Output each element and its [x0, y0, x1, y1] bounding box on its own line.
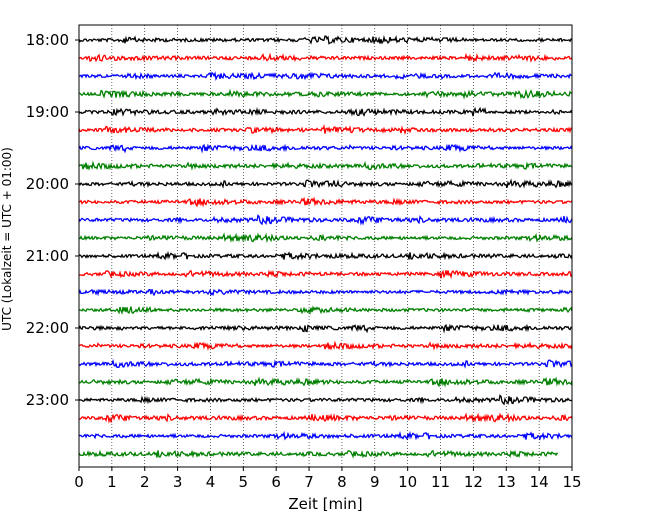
plot-frame [78, 24, 573, 468]
y-axis-title: UTC (Lokalzeit = UTC + 01:00) [0, 147, 14, 331]
trace-row-1830 [78, 71, 573, 81]
trace-row-1800 [78, 34, 573, 45]
x-tick-label: 5 [239, 473, 249, 491]
trace-row-1915 [78, 124, 573, 135]
trace-row-2115 [78, 269, 573, 280]
x-tick-label: 15 [562, 473, 581, 491]
y-axis-ticks: 18:00 19:00 20:00 21:00 22:00 23:00 [26, 31, 79, 409]
y-tick-label: 22:00 [26, 319, 69, 337]
x-tick-label: 12 [464, 473, 483, 491]
x-tick-label: 3 [173, 473, 183, 491]
trace-row-1845 [78, 88, 573, 100]
x-tick-label: 7 [304, 473, 314, 491]
x-tick-label: 14 [530, 473, 549, 491]
trace-row-2000 [78, 178, 573, 189]
trace-row-2215 [78, 340, 573, 351]
trace-row-1815 [78, 52, 573, 63]
x-tick-label: 4 [206, 473, 216, 491]
x-tick-label: 9 [370, 473, 380, 491]
x-tick-label: 10 [398, 473, 417, 491]
seismic-traces [78, 34, 573, 459]
trace-row-1945 [78, 160, 573, 171]
trace-row-2015 [78, 196, 573, 208]
trace-row-1900 [78, 106, 573, 117]
trace-row-2200 [78, 323, 573, 334]
y-tick-label: 20:00 [26, 175, 69, 193]
trace-row-2045 [78, 232, 573, 244]
trace-row-2230 [78, 358, 573, 369]
trace-row-2315 [78, 412, 573, 424]
trace-row-2330 [78, 430, 573, 441]
trace-row-2245 [78, 376, 573, 388]
x-tick-label: 8 [337, 473, 347, 491]
x-tick-label: 1 [107, 473, 117, 491]
y-tick-label: 18:00 [26, 31, 69, 49]
x-axis-ticks: 0 1 2 3 4 5 6 7 8 9 10 11 12 13 14 15 [74, 467, 582, 491]
trace-row-2030 [78, 214, 573, 226]
x-tick-label: 0 [74, 473, 84, 491]
trace-row-2345 [78, 449, 559, 459]
trace-row-1930 [78, 143, 573, 154]
x-tick-label: 11 [431, 473, 450, 491]
x-tick-label: 6 [271, 473, 281, 491]
trace-row-2130 [78, 288, 573, 297]
trace-row-2300 [78, 394, 573, 406]
trace-row-2145 [78, 305, 573, 316]
y-tick-label: 21:00 [26, 247, 69, 265]
x-tick-label: 2 [140, 473, 150, 491]
x-axis-title: Zeit [min] [288, 495, 362, 513]
trace-row-2100 [78, 250, 573, 261]
y-tick-label: 23:00 [26, 391, 69, 409]
x-tick-label: 13 [497, 473, 516, 491]
y-tick-label: 19:00 [26, 103, 69, 121]
